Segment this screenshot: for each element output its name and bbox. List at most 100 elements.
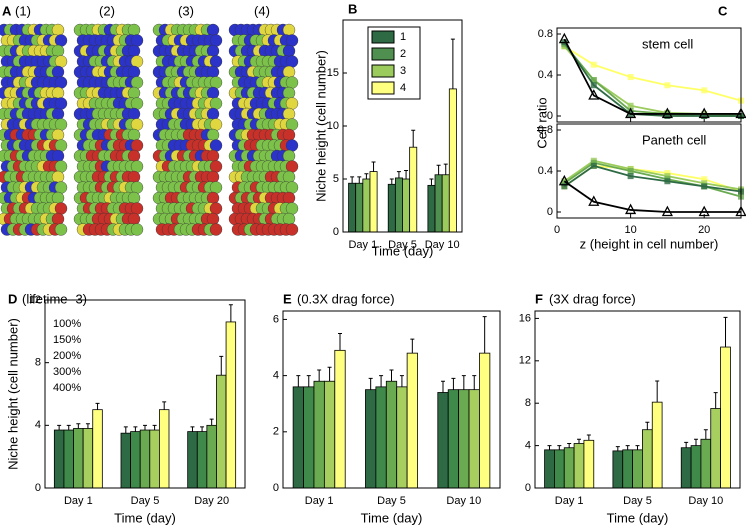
x-tick-label: 10	[624, 224, 636, 236]
cell-sphere	[127, 86, 141, 100]
y-tick-label: 12	[29, 294, 41, 306]
cell-sphere	[209, 97, 223, 110]
y-tick-label: 16	[519, 312, 531, 324]
legend-label: 150%	[53, 334, 81, 346]
cell-sphere	[285, 97, 299, 110]
marker	[590, 162, 597, 169]
bar	[583, 439, 595, 489]
cell-sphere	[206, 23, 220, 37]
bar	[554, 449, 565, 489]
marker	[664, 178, 671, 185]
cell-sphere	[209, 181, 223, 194]
cell-sphere	[130, 55, 144, 68]
view-label: (2)	[99, 3, 115, 18]
bar	[632, 449, 643, 489]
view-label: (1)	[15, 3, 31, 18]
error-bar	[379, 375, 384, 387]
cell-sphere	[209, 118, 223, 131]
error-bar	[693, 438, 698, 446]
error-bar	[317, 369, 322, 382]
error-bar	[586, 434, 591, 441]
error-bar	[684, 441, 689, 448]
panel-letter: C	[718, 3, 728, 18]
marker	[701, 176, 708, 183]
bar	[394, 177, 403, 233]
axes-frame	[556, 27, 742, 123]
cell-sphere	[127, 191, 141, 205]
legend-swatch	[371, 64, 395, 78]
marker	[627, 74, 634, 81]
marker	[590, 82, 597, 89]
bar	[334, 349, 346, 489]
bar	[406, 352, 418, 489]
marker	[627, 107, 634, 114]
bar	[158, 409, 170, 489]
bar	[120, 432, 132, 489]
series-line	[563, 45, 742, 102]
bar	[365, 389, 377, 489]
panel-letter: A	[2, 3, 12, 18]
bar	[622, 449, 633, 489]
marker	[661, 205, 673, 217]
x-tick-label: Day 1	[348, 239, 377, 251]
cell-sphere	[282, 44, 296, 58]
cell-sphere	[51, 107, 65, 121]
panel-letter: D	[8, 291, 17, 306]
cell-sphere	[130, 76, 144, 89]
cell-sphere	[127, 170, 141, 184]
x-axis-label: Time (day)	[607, 510, 669, 525]
error-bar	[443, 163, 448, 175]
cell-sphere	[54, 34, 68, 47]
marker	[561, 183, 568, 190]
y-tick-label: 0	[35, 482, 41, 494]
marker	[701, 113, 708, 119]
y-tick-label: 0.8	[538, 28, 553, 40]
cell-sphere	[206, 107, 220, 121]
cell-sphere	[282, 23, 296, 37]
cell-sphere	[209, 34, 223, 47]
legend-label: 200%	[53, 350, 81, 362]
bar	[73, 428, 84, 489]
cell-sphere	[285, 55, 299, 68]
panel-letter: B	[348, 1, 357, 16]
axes-frame	[282, 310, 501, 489]
error-bar	[703, 429, 708, 440]
cell-sphere	[127, 65, 141, 79]
bar	[479, 352, 491, 489]
error-bar	[66, 424, 71, 431]
bar	[149, 429, 160, 489]
panel-title: stem cell	[642, 36, 693, 51]
bar	[348, 182, 357, 233]
cell-sphere	[51, 44, 65, 58]
series-line	[563, 41, 741, 117]
x-tick-label: Day 1	[305, 495, 334, 507]
error-bar	[85, 423, 90, 429]
bar	[544, 449, 555, 489]
marker	[558, 32, 570, 44]
cell-sphere	[54, 223, 68, 236]
legend-swatch	[371, 30, 395, 44]
y-tick-label: 8	[525, 397, 531, 409]
cell-sphere	[209, 223, 223, 236]
cell-sphere	[127, 128, 141, 142]
x-tick-label: Day 1	[555, 495, 584, 507]
y-tick-label: 4	[525, 440, 531, 452]
view-label: (4)	[254, 3, 270, 18]
view-label: (3)	[178, 3, 194, 18]
bar	[448, 88, 457, 233]
marker	[701, 183, 708, 190]
marker	[701, 87, 708, 94]
cell-sphere	[54, 97, 68, 110]
error-bar	[219, 355, 224, 376]
series-line	[563, 159, 742, 191]
cell-sphere	[54, 55, 68, 68]
error-bar	[451, 377, 456, 390]
cell-sphere	[51, 149, 65, 163]
bar	[375, 386, 387, 489]
error-bar	[389, 178, 394, 185]
cell-sphere	[51, 170, 65, 184]
cell-sphere	[206, 149, 220, 163]
x-tick-label: Day 10	[446, 495, 481, 507]
chart-title: (3X drag force)	[549, 291, 636, 306]
cell-sphere	[285, 118, 299, 131]
